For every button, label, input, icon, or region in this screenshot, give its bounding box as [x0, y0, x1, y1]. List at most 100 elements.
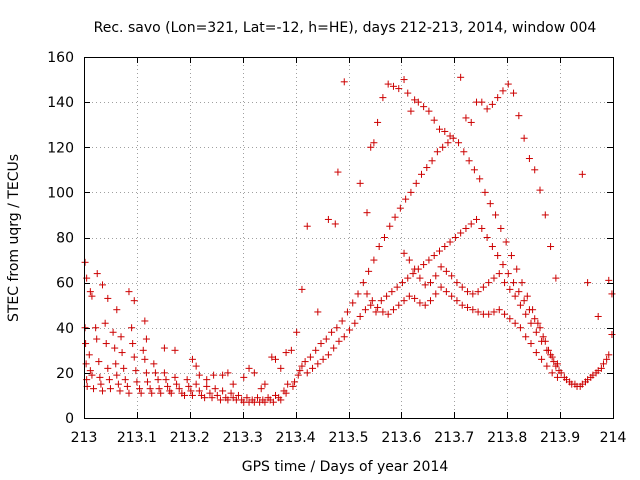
- x-tick-label: 214: [600, 430, 627, 446]
- data-point: [539, 333, 547, 341]
- data-point: [603, 355, 611, 363]
- data-point: [160, 369, 168, 377]
- data-point: [284, 380, 292, 388]
- data-point: [188, 391, 196, 399]
- data-point: [296, 367, 304, 375]
- data-point: [301, 358, 309, 366]
- data-point: [195, 387, 203, 395]
- data-point: [213, 391, 221, 399]
- data-point: [474, 308, 482, 316]
- y-tick-label: 140: [47, 95, 74, 111]
- data-point: [425, 107, 433, 115]
- data-point: [446, 238, 454, 246]
- data-point: [515, 288, 523, 296]
- data-point: [219, 387, 227, 395]
- data-point: [504, 80, 512, 88]
- data-point: [157, 389, 165, 397]
- data-point: [121, 376, 129, 384]
- y-tick-label: 120: [47, 140, 74, 156]
- data-point: [441, 127, 449, 135]
- data-point: [185, 382, 193, 390]
- data-point: [420, 261, 428, 269]
- data-point: [520, 297, 528, 305]
- data-point: [584, 279, 592, 287]
- data-point: [81, 324, 89, 332]
- data-point: [479, 283, 487, 291]
- data-point: [104, 364, 112, 372]
- data-point: [195, 371, 203, 379]
- data-point: [430, 252, 438, 260]
- data-point: [432, 272, 440, 280]
- data-point: [370, 139, 378, 147]
- data-point: [485, 310, 493, 318]
- data-point: [557, 369, 565, 377]
- data-point: [391, 213, 399, 221]
- data-point: [441, 243, 449, 251]
- data-point: [442, 288, 450, 296]
- data-points: [81, 73, 616, 406]
- data-point: [374, 303, 382, 311]
- data-point: [444, 139, 452, 147]
- data-point: [513, 265, 521, 273]
- data-point: [148, 389, 156, 397]
- data-point: [224, 369, 232, 377]
- data-point: [553, 360, 561, 368]
- data-point: [379, 308, 387, 316]
- data-point: [188, 355, 196, 363]
- data-point: [206, 389, 214, 397]
- data-point: [597, 364, 605, 372]
- data-point: [469, 306, 477, 314]
- data-point: [525, 155, 533, 163]
- data-point: [453, 279, 461, 287]
- data-point: [116, 387, 124, 395]
- data-point: [243, 394, 251, 402]
- data-point: [553, 373, 561, 381]
- data-point: [531, 315, 539, 323]
- data-point: [389, 82, 397, 90]
- data-point: [476, 175, 484, 183]
- data-point: [111, 344, 119, 352]
- data-point: [210, 371, 218, 379]
- data-point: [125, 288, 133, 296]
- data-point: [102, 340, 110, 348]
- data-point: [486, 200, 494, 208]
- data-point: [516, 324, 524, 332]
- data-point: [328, 328, 336, 336]
- data-point: [150, 360, 158, 368]
- data-point: [384, 310, 392, 318]
- data-point: [506, 285, 514, 293]
- data-point: [416, 299, 424, 307]
- data-point: [398, 279, 406, 287]
- data-point: [298, 285, 306, 293]
- data-point: [494, 94, 502, 102]
- data-point: [527, 319, 535, 327]
- data-point: [88, 292, 96, 300]
- data-point: [485, 279, 493, 287]
- data-point: [211, 385, 219, 393]
- data-point: [99, 387, 107, 395]
- data-point: [113, 371, 121, 379]
- data-point: [130, 297, 138, 305]
- data-point: [547, 243, 555, 251]
- data-point: [473, 215, 481, 223]
- data-point: [437, 263, 445, 271]
- data-point: [356, 179, 364, 187]
- data-point: [240, 373, 248, 381]
- data-point: [224, 396, 232, 404]
- data-point: [499, 261, 507, 269]
- axis-ticks: [84, 57, 614, 419]
- data-point: [146, 385, 154, 393]
- data-point: [426, 279, 434, 287]
- data-point: [349, 299, 357, 307]
- data-point: [130, 353, 138, 361]
- data-point: [314, 360, 322, 368]
- data-point: [183, 376, 191, 384]
- x-tick-label: 213.3: [223, 430, 263, 446]
- x-tick-labels: 213 213.1 213.2 213.3 213.4 213.5 213.6 213.7 21…: [71, 430, 627, 446]
- data-point: [541, 211, 549, 219]
- data-point: [501, 279, 509, 287]
- data-point: [151, 369, 159, 377]
- data-point: [520, 134, 528, 142]
- data-point: [101, 319, 109, 327]
- data-point: [324, 351, 332, 359]
